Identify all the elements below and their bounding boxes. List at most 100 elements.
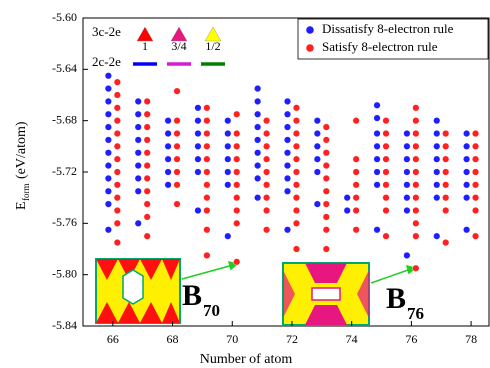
point	[404, 207, 411, 214]
point	[433, 182, 440, 189]
point	[105, 226, 112, 233]
point	[204, 252, 211, 259]
point	[233, 156, 240, 163]
point	[293, 220, 300, 227]
point	[263, 207, 270, 214]
point	[195, 207, 202, 214]
point	[144, 188, 151, 195]
x-tick-label: 78	[465, 332, 477, 346]
x-tick-label: 76	[405, 332, 417, 346]
point	[114, 79, 121, 86]
point	[114, 169, 121, 176]
x-tick-label: 70	[226, 332, 238, 346]
point	[114, 105, 121, 112]
annotation-text: B	[386, 282, 406, 315]
point	[254, 175, 261, 182]
annotation-text: B	[182, 279, 202, 312]
point	[165, 130, 172, 137]
y-tick-label: -5.80	[52, 266, 77, 280]
point	[105, 188, 112, 195]
point	[293, 194, 300, 201]
point	[463, 156, 470, 163]
point	[174, 88, 181, 95]
point	[293, 143, 300, 150]
point	[254, 85, 261, 92]
point	[105, 201, 112, 208]
point	[224, 156, 231, 163]
point	[413, 233, 420, 240]
point	[204, 130, 211, 137]
point	[463, 226, 470, 233]
point	[144, 98, 151, 105]
point	[353, 169, 360, 176]
point	[195, 105, 202, 112]
y-tick-label: -5.60	[52, 10, 77, 24]
legend-marker	[306, 26, 314, 34]
point	[314, 201, 321, 208]
point	[135, 162, 142, 169]
point	[472, 143, 479, 150]
point	[263, 130, 270, 137]
point	[413, 117, 420, 124]
chart: Number of atom E form (eV/atom) B 70 B 7…	[0, 0, 490, 368]
point	[284, 226, 291, 233]
point	[383, 156, 390, 163]
fraction-label: 1/2	[205, 39, 220, 53]
point	[353, 182, 360, 189]
point	[114, 117, 121, 124]
point	[374, 143, 381, 150]
point	[463, 182, 470, 189]
point	[233, 130, 240, 137]
fraction-label: 3/4	[171, 39, 186, 53]
point	[233, 194, 240, 201]
point	[463, 194, 470, 201]
point	[314, 130, 321, 137]
point	[204, 105, 211, 112]
point	[433, 233, 440, 240]
point	[263, 117, 270, 124]
point	[442, 130, 449, 137]
point	[472, 182, 479, 189]
point	[114, 220, 121, 227]
point	[323, 188, 330, 195]
point	[433, 117, 440, 124]
point	[174, 169, 181, 176]
point	[314, 117, 321, 124]
point	[374, 156, 381, 163]
point	[413, 207, 420, 214]
point	[114, 239, 121, 246]
point	[105, 137, 112, 144]
point	[472, 194, 479, 201]
point	[472, 169, 479, 176]
point	[204, 156, 211, 163]
point	[114, 156, 121, 163]
point	[174, 201, 181, 208]
point	[114, 130, 121, 137]
point	[105, 149, 112, 156]
point	[344, 194, 351, 201]
point	[413, 265, 420, 272]
point	[383, 130, 390, 137]
point	[165, 143, 172, 150]
point	[165, 156, 172, 163]
point	[374, 130, 381, 137]
point	[433, 156, 440, 163]
point	[204, 194, 211, 201]
point	[353, 117, 360, 124]
point	[224, 130, 231, 137]
point	[413, 130, 420, 137]
point	[413, 169, 420, 176]
x-axis-label: Number of atom	[200, 352, 293, 367]
point	[254, 137, 261, 144]
point	[323, 226, 330, 233]
point	[233, 169, 240, 176]
point	[263, 182, 270, 189]
point	[114, 182, 121, 189]
point	[413, 182, 420, 189]
point	[472, 130, 479, 137]
point	[204, 117, 211, 124]
point	[404, 194, 411, 201]
point	[404, 252, 411, 259]
y-tick-label: -5.64	[52, 61, 77, 75]
point	[144, 201, 151, 208]
